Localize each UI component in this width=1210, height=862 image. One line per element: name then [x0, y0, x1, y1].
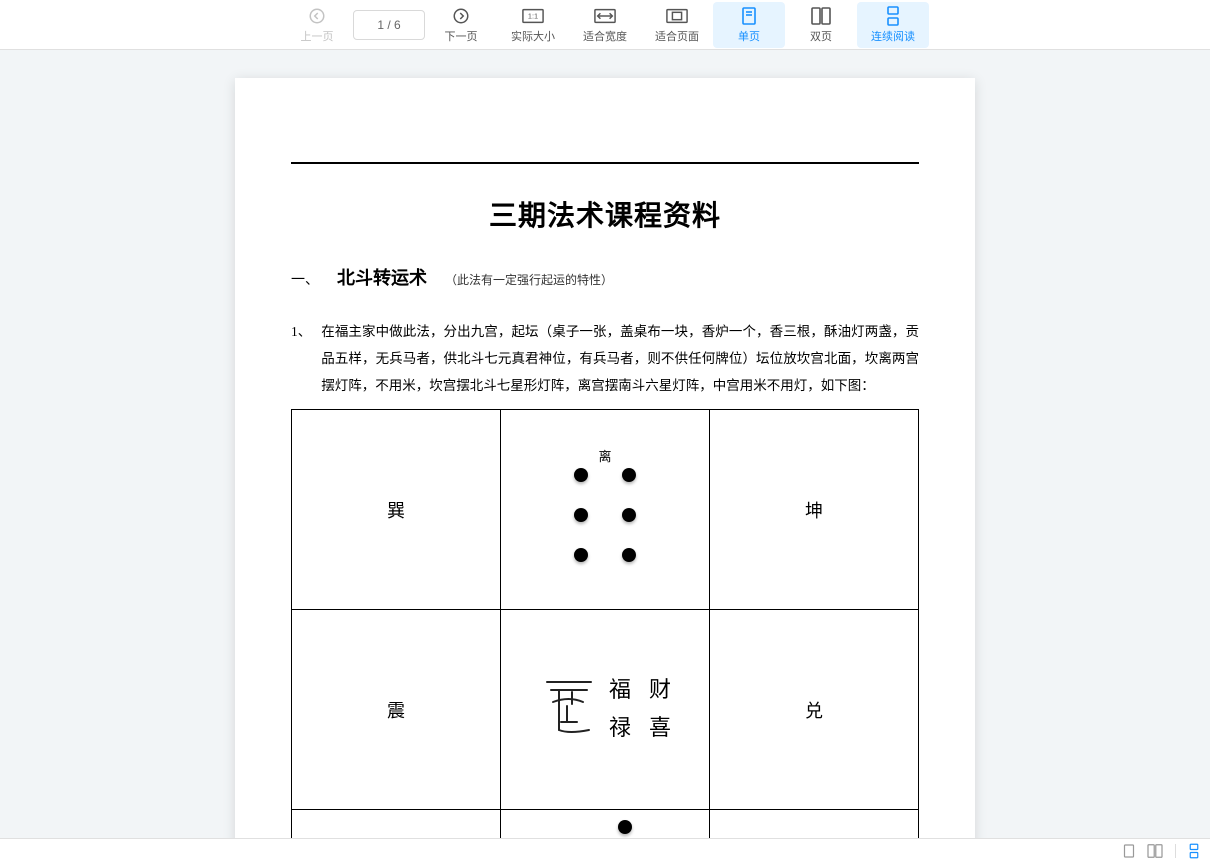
document-title: 三期法术课程资料: [291, 194, 919, 234]
section-heading: 一、 北斗转运术 （此法有一定强行起运的特性）: [291, 264, 919, 290]
fit-page-icon: [666, 6, 688, 26]
single-page-button[interactable]: 单页: [713, 2, 785, 48]
paragraph-1: 1、 在福主家中做此法，分出九宫，起坛（桌子一张，盖桌布一块，香炉一个，香三根，…: [291, 318, 919, 399]
para-text: 在福主家中做此法，分出九宫，起坛（桌子一张，盖桌布一块，香炉一个，香三根，酥油灯…: [321, 318, 919, 399]
cell-zhen: 震: [292, 610, 501, 810]
center-text-grid: 福 财 禄 喜: [609, 672, 671, 742]
fit-width-button[interactable]: 适合宽度: [569, 2, 641, 48]
section-note: （此法有一定强行起运的特性）: [445, 271, 613, 288]
section-number: 一、: [291, 269, 319, 289]
cell-qian: [710, 810, 919, 839]
top-rule: [291, 162, 919, 164]
section-name: 北斗转运术: [337, 264, 427, 290]
continuous-read-button[interactable]: 连续阅读: [857, 2, 929, 48]
center-xi: 喜: [649, 710, 671, 742]
fit-page-label: 适合页面: [655, 28, 699, 44]
page-1: 三期法术课程资料 一、 北斗转运术 （此法有一定强行起运的特性） 1、 在福主家…: [235, 78, 975, 838]
prev-label: 上一页: [301, 28, 334, 44]
toolbar: 上一页 1 / 6 下一页 1:1 实际大小 适合宽度 适合页面 单页: [0, 0, 1210, 50]
cell-center: 福 财 禄 喜: [501, 610, 710, 810]
document-viewer[interactable]: 三期法术课程资料 一、 北斗转运术 （此法有一定强行起运的特性） 1、 在福主家…: [0, 50, 1210, 838]
continuous-label: 连续阅读: [871, 28, 915, 44]
footer-single-icon[interactable]: [1123, 844, 1135, 858]
li-label: 离: [501, 446, 709, 465]
center-lu: 禄: [609, 710, 631, 742]
footer-separator: [1175, 844, 1176, 858]
fit-width-label: 适合宽度: [583, 28, 627, 44]
actual-size-button[interactable]: 1:1 实际大小: [497, 2, 569, 48]
next-page-button[interactable]: 下一页: [425, 2, 497, 48]
cell-gen: [292, 810, 501, 839]
cell-dui: 兑: [710, 610, 919, 810]
talisman-glyph: [539, 672, 599, 742]
cell-kan: [501, 810, 710, 839]
page-counter-text: 1 / 6: [377, 18, 400, 32]
single-page-icon: [741, 6, 757, 26]
li-dots: [501, 468, 709, 562]
footer-double-icon[interactable]: [1147, 844, 1163, 858]
next-label: 下一页: [445, 28, 478, 44]
double-page-label: 双页: [810, 28, 832, 44]
footer-bar: [0, 838, 1210, 862]
kan-dots: [501, 820, 709, 838]
chevron-right-icon: [452, 6, 470, 26]
prev-page-button[interactable]: 上一页: [281, 2, 353, 48]
fit-page-button[interactable]: 适合页面: [641, 2, 713, 48]
chevron-left-icon: [308, 6, 326, 26]
bagua-grid: 巽 离 坤 震: [291, 409, 919, 838]
cell-li: 离: [501, 410, 710, 610]
single-page-label: 单页: [738, 28, 760, 44]
continuous-icon: [885, 6, 901, 26]
footer-continuous-icon[interactable]: [1188, 843, 1200, 859]
double-page-button[interactable]: 双页: [785, 2, 857, 48]
page-counter[interactable]: 1 / 6: [353, 10, 425, 40]
center-fu: 福: [609, 672, 631, 704]
svg-text:1:1: 1:1: [528, 11, 538, 20]
fit-width-icon: [594, 6, 616, 26]
actual-size-label: 实际大小: [511, 28, 555, 44]
double-page-icon: [811, 6, 831, 26]
para-number: 1、: [291, 318, 311, 399]
cell-xun: 巽: [292, 410, 501, 610]
center-cai: 财: [649, 672, 671, 704]
actual-size-icon: 1:1: [522, 6, 544, 26]
cell-kun: 坤: [710, 410, 919, 610]
